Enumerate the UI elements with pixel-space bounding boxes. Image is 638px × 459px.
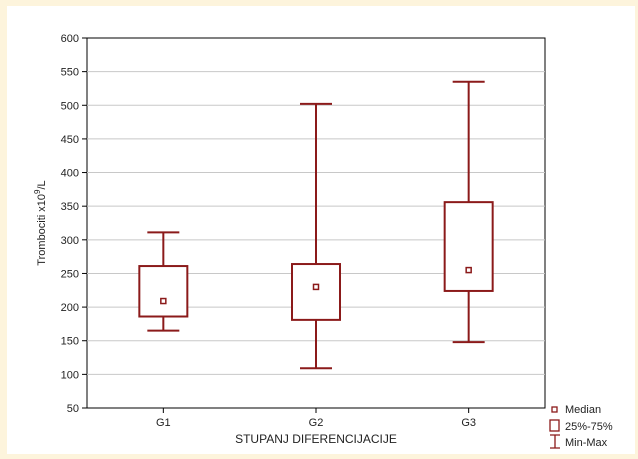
y-tick-label: 250 bbox=[61, 268, 79, 280]
y-axis-label: Trombociti x109/L bbox=[33, 180, 48, 265]
box-plot-chart: 50 100 150 200 250 300 350 400 450 500 550 600 G1 G2… bbox=[33, 33, 613, 449]
box-g3 bbox=[443, 80, 494, 344]
y-tick-label: 100 bbox=[61, 369, 79, 381]
box-g2 bbox=[291, 102, 341, 370]
legend-whisker-label: Min-Max bbox=[565, 437, 608, 449]
x-axis: G1 G2 G3 bbox=[156, 408, 476, 429]
y-tick-label: 350 bbox=[61, 201, 79, 213]
median-marker bbox=[312, 283, 320, 291]
y-axis-label-tail: /L bbox=[36, 180, 48, 189]
y-axis: 50 100 150 200 250 300 350 400 450 500 550 600 bbox=[61, 33, 87, 415]
iqr-box bbox=[443, 201, 494, 292]
box-g1 bbox=[138, 231, 189, 332]
chart-panel: 50 100 150 200 250 300 350 400 450 500 550 600 G1 G2… bbox=[7, 6, 635, 454]
legend-whisker-icon bbox=[550, 434, 560, 449]
boxes bbox=[138, 80, 494, 370]
y-axis-label-sup: 9 bbox=[33, 189, 42, 194]
y-tick-label: 300 bbox=[61, 235, 79, 247]
iqr-box bbox=[291, 263, 341, 321]
legend-median-icon bbox=[551, 406, 558, 413]
y-tick-label: 500 bbox=[61, 100, 79, 112]
x-tick-label: G1 bbox=[156, 417, 171, 429]
x-axis-label: STUPANJ DIFERENCIJACIJE bbox=[235, 432, 397, 446]
median-marker bbox=[160, 297, 167, 305]
y-tick-label: 450 bbox=[61, 134, 79, 146]
legend-box-icon bbox=[549, 419, 560, 432]
y-axis-label-main: Trombociti x10 bbox=[36, 194, 48, 266]
y-tick-label: 200 bbox=[61, 302, 79, 314]
legend-median-label: Median bbox=[565, 404, 601, 416]
y-tick-label: 600 bbox=[61, 33, 79, 45]
median-marker bbox=[465, 266, 472, 274]
legend-box-label: 25%-75% bbox=[565, 421, 613, 433]
y-tick-label: 50 bbox=[67, 403, 79, 415]
iqr-box bbox=[138, 265, 189, 318]
y-tick-label: 150 bbox=[61, 336, 79, 348]
x-tick-label: G3 bbox=[461, 417, 476, 429]
x-tick-label: G2 bbox=[309, 417, 324, 429]
y-tick-label: 550 bbox=[61, 67, 79, 79]
legend: Median 25%-75% Min-Max bbox=[549, 404, 613, 449]
y-tick-label: 400 bbox=[61, 168, 79, 180]
